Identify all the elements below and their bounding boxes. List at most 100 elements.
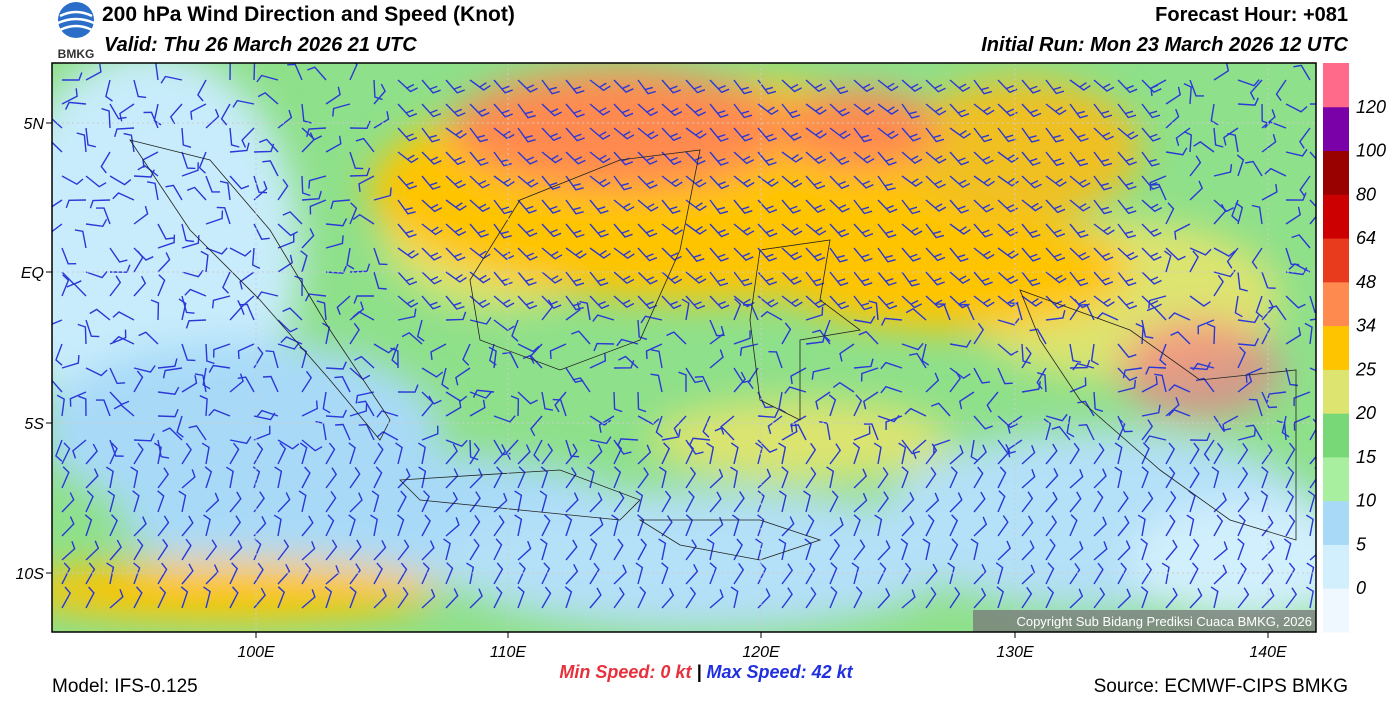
wind-barb <box>109 175 132 186</box>
wind-barb <box>1069 442 1080 465</box>
wind-barb <box>949 586 961 609</box>
wind-barb <box>709 247 729 262</box>
wind-barb <box>376 431 399 441</box>
wind-barb <box>309 199 327 215</box>
wind-barb <box>661 103 683 117</box>
wind-barb <box>162 367 183 379</box>
wind-barb <box>1210 586 1219 609</box>
wind-barb <box>613 103 634 118</box>
wind-barb <box>781 516 795 537</box>
wind-barb <box>733 330 751 345</box>
wind-barb <box>1260 490 1269 513</box>
wind-barb <box>324 586 333 609</box>
wind-barb <box>133 562 141 585</box>
wind-barb <box>805 466 817 489</box>
wind-barb <box>1141 199 1163 213</box>
wind-barb <box>565 492 579 513</box>
wind-barb <box>282 211 303 225</box>
wind-barb <box>445 391 468 402</box>
wind-barb <box>66 282 87 297</box>
wind-barb <box>853 175 874 189</box>
wind-barb <box>1168 384 1191 393</box>
wind-barb <box>1117 127 1139 140</box>
wind-barb <box>912 439 927 459</box>
wind-barb <box>229 442 240 465</box>
wind-barb <box>1045 79 1065 95</box>
wind-barb <box>589 444 603 465</box>
wind-barb <box>143 111 159 129</box>
wind-barb <box>200 250 209 273</box>
wind-barb <box>1117 223 1136 239</box>
wind-barb <box>541 103 562 117</box>
wind-barb <box>322 391 331 414</box>
wind-barb <box>730 586 739 609</box>
wind-barb <box>493 443 507 465</box>
wind-barb <box>757 223 778 238</box>
wind-barb <box>1237 466 1249 489</box>
wind-barb <box>301 370 313 393</box>
wind-barb <box>1117 415 1133 433</box>
wind-barb <box>997 79 1018 94</box>
wind-barb <box>1117 295 1138 310</box>
wind-barb <box>517 540 532 561</box>
wind-barb <box>211 295 231 309</box>
wind-barb <box>877 103 899 115</box>
wind-barb <box>1165 247 1186 261</box>
wind-barb <box>863 391 879 410</box>
wind-barb <box>469 514 481 537</box>
wind-barb <box>493 538 503 561</box>
wind-barb <box>181 269 204 278</box>
wind-barb <box>257 91 279 105</box>
wind-barb <box>589 223 609 238</box>
wind-barb <box>373 187 392 201</box>
wind-barb <box>589 492 603 513</box>
colorbar-swatch <box>1323 325 1349 370</box>
wind-barb <box>1189 247 1212 256</box>
wind-barb <box>397 384 419 393</box>
wind-barb <box>706 442 715 465</box>
wind-barb <box>853 103 875 116</box>
wind-barb <box>613 223 633 238</box>
wind-barb <box>205 564 219 585</box>
wind-barb <box>52 141 63 153</box>
wind-barb <box>517 343 540 353</box>
wind-barb <box>747 367 759 390</box>
wind-barb <box>258 138 279 153</box>
wind-barb <box>493 223 512 239</box>
wind-barb <box>253 223 270 240</box>
wind-barb <box>301 175 311 197</box>
wind-barb <box>589 352 607 369</box>
wind-barb <box>637 175 658 189</box>
wind-barb <box>1141 127 1161 142</box>
wind-barb <box>89 199 111 209</box>
wind-barb <box>300 250 308 273</box>
wind-barb <box>325 135 342 153</box>
wind-barb <box>1045 586 1055 609</box>
wind-barb <box>781 223 803 236</box>
wind-barb <box>469 538 480 561</box>
wind-barb <box>1293 64 1311 81</box>
wind-barb <box>157 358 178 369</box>
colorbar-label: 34 <box>1356 316 1376 336</box>
wind-barb <box>901 466 909 489</box>
wind-barb <box>661 271 683 284</box>
wind-barb <box>301 228 315 249</box>
wind-barb <box>72 439 87 459</box>
colorbar-swatch <box>1323 500 1349 545</box>
wind-barb <box>539 538 548 561</box>
wind-barb <box>805 514 815 537</box>
wind-barb <box>52 199 63 208</box>
wind-barb <box>1237 442 1249 465</box>
wind-barb <box>805 79 827 93</box>
wind-barb <box>637 103 659 117</box>
wind-barb <box>301 562 312 585</box>
valid-time: Valid: Thu 26 March 2026 21 UTC <box>104 34 417 56</box>
wind-barb <box>901 439 921 455</box>
wind-barb <box>1189 587 1203 609</box>
wind-barb <box>1045 199 1066 214</box>
wind-barb <box>565 199 584 215</box>
wind-barb <box>1211 466 1220 489</box>
wind-barb <box>1141 442 1150 465</box>
copyright: Copyright Sub Bidang Prediksi Cuaca BMKG… <box>1016 614 1312 629</box>
wind-barb <box>589 103 611 116</box>
